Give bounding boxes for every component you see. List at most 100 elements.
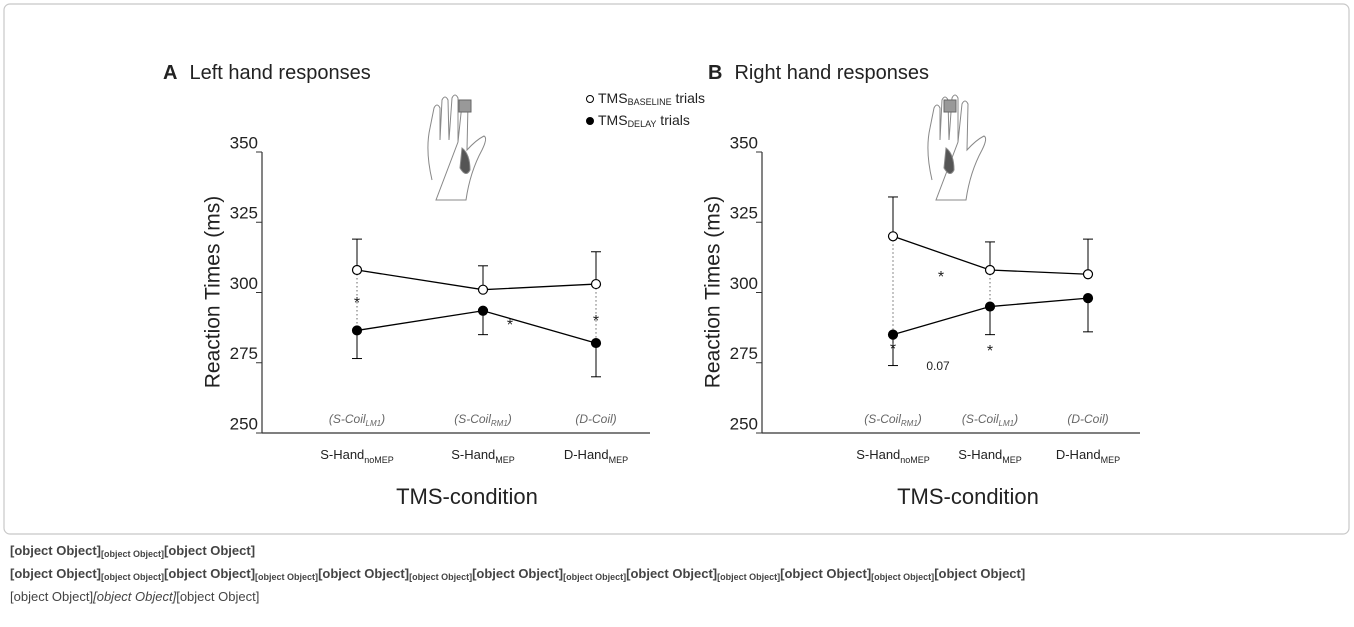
y-tick-label: 325 [230,204,258,223]
x-tick-label: S-HandMEP [958,447,1022,465]
annotation: 0.07 [926,359,950,373]
caption-run: [object Object] [409,572,472,582]
caption-run: [object Object] [472,566,563,581]
caption-line: [object Object][object Object][object Ob… [10,589,259,604]
category-name: S-Hand [320,447,364,462]
x-axis-title: TMS-condition [396,484,538,509]
caption-run: [object Object] [563,572,626,582]
condition-text: ) [506,412,512,426]
y-tick-label: 250 [730,414,758,433]
y-tick-label: 275 [730,344,758,363]
y-tick-label: 250 [230,414,258,433]
condition-text: (S-Coil [962,412,999,426]
panel-title-text: Left hand responses [189,62,370,84]
caption-run: [object Object] [255,572,318,582]
hand-icon-right [927,94,987,201]
y-tick-label: 350 [730,133,758,152]
marker [590,337,602,349]
caption-run: [object Object] [164,566,255,581]
caption-run: [object Object] [318,566,409,581]
x-axis-title: TMS-condition [897,484,1039,509]
legend-name: TMS [598,90,628,106]
category-name: S-Hand [856,447,900,462]
category-name: S-Hand [958,447,1002,462]
condition-text: (S-Coil [454,412,491,426]
condition-text: ) [916,412,922,426]
caption-run: [object Object] [101,572,164,582]
panel-title: A Left hand responses [163,62,371,84]
annotation: * [938,269,944,286]
marker [1082,293,1094,304]
marker [477,284,489,295]
condition-text: ) [1012,412,1018,426]
y-tick-label: 300 [230,274,258,293]
annotation: * [354,295,360,312]
condition-text: (S-Coil [864,412,901,426]
error-bar [591,343,601,378]
caption-run: [object Object] [101,549,164,559]
legend-label: TMSDELAY trials [598,112,690,130]
caption-run: [object Object] [10,589,93,604]
marker [590,278,602,290]
condition-subscript: RM1 [901,419,918,428]
category-name: S-Hand [451,447,495,462]
condition-text: (S-Coil [329,412,366,426]
category-subscript: noMEP [364,455,394,465]
annotation: * [987,343,993,360]
condition-subscript: LM1 [999,419,1015,428]
category-subscript: MEP [609,455,629,465]
error-bar [591,251,601,285]
y-tick-label: 350 [230,133,258,152]
condition-label: (S-CoilLM1) [329,412,385,428]
marker [477,305,489,316]
caption-line: [object Object][object Object][object Ob… [10,566,1025,582]
caption-line: [object Object][object Object][object Ob… [10,543,255,559]
marker [351,325,363,336]
caption-run: [object Object] [10,543,101,558]
y-axis-title: Reaction Times (ms) [702,196,725,389]
marker [351,264,363,276]
category-subscript: noMEP [900,455,930,465]
category-subscript: MEP [495,455,515,465]
figure-border [3,3,1350,535]
caption-run: [object Object] [871,572,934,582]
legend-marker [586,117,594,125]
y-tick-label: 275 [230,344,258,363]
caption-run: [object Object] [92,589,176,604]
condition-label: (D-Coil) [575,412,616,426]
condition-text: (D-Coil) [1067,412,1108,426]
caption-run: [object Object] [164,543,255,558]
error-bar [888,196,898,237]
series-line [356,310,597,344]
caption-run: [object Object] [717,572,780,582]
y-tick-label: 300 [730,274,758,293]
panel-title: B Right hand responses [708,62,929,84]
marker [1082,269,1094,280]
legend-subscript: BASELINE [628,97,672,107]
marker [984,301,996,312]
x-tick-label: S-HandnoMEP [320,447,394,465]
annotation: * [890,341,896,358]
condition-text: (D-Coil) [575,412,616,426]
legend-suffix: trials [656,112,689,128]
marker [887,231,899,242]
condition-label: (S-CoilLM1) [962,412,1018,428]
error-bar [1083,298,1093,333]
legend-label: TMSBASELINE trials [598,90,705,108]
condition-subscript: RM1 [491,419,508,428]
legend-suffix: trials [672,90,705,106]
error-bar [1083,238,1093,275]
marker [887,329,899,340]
caption-run: [object Object] [626,566,717,581]
annotation: * [593,313,599,330]
category-subscript: MEP [1002,455,1022,465]
hand-icon-left [427,94,487,201]
caption-run: [object Object] [10,566,101,581]
error-bar [888,334,898,367]
panel-title-text: Right hand responses [734,62,929,84]
x-tick-label: D-HandMEP [564,447,628,465]
category-name: D-Hand [564,447,609,462]
x-tick-label: S-HandMEP [451,447,515,465]
